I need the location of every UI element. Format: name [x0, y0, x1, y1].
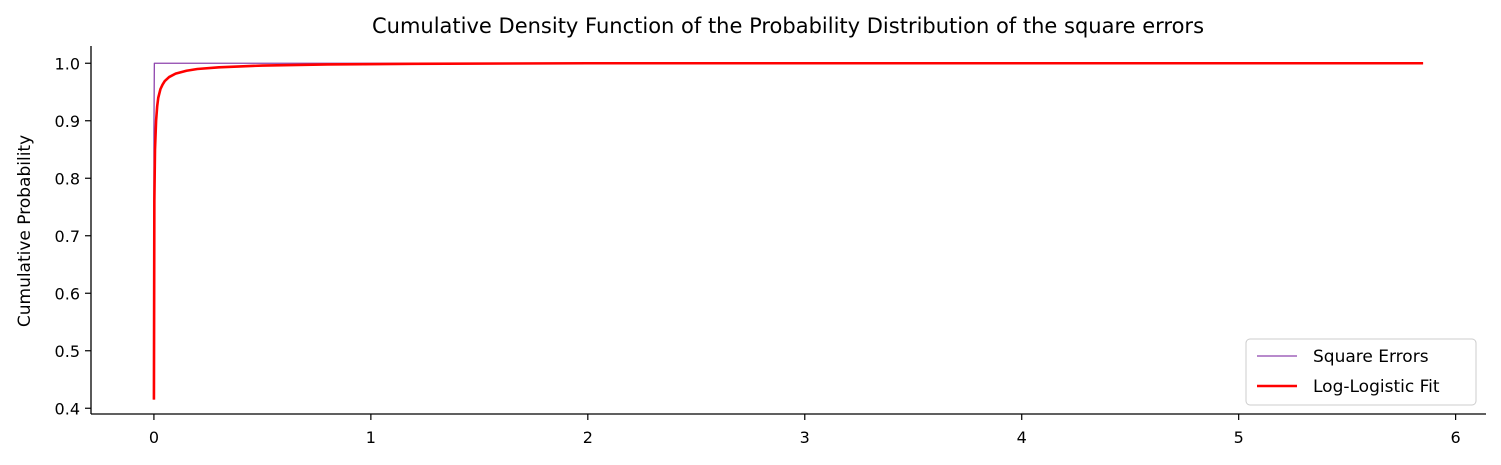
- y-tick-label: 0.7: [55, 227, 80, 246]
- y-axis-label: Cumulative Probability: [15, 135, 35, 327]
- y-tick-label: 0.8: [55, 169, 80, 188]
- series-layer: [152, 61, 1424, 400]
- axis-ticks: 0 1 2 3 4 5 6 0.4 0.5 0.6 0.7 0.8 0.9 1.0: [55, 54, 1461, 447]
- x-tick-label: 2: [583, 428, 593, 447]
- x-tick-label: 4: [1017, 428, 1027, 447]
- series-line-log-logistic-fit: [152, 61, 1424, 400]
- y-tick-label: 0.6: [55, 284, 80, 303]
- legend-label-log-logistic-fit: Log-Logistic Fit: [1313, 377, 1440, 397]
- y-tick-label: 1.0: [55, 54, 80, 73]
- legend-label-square-errors: Square Errors: [1313, 347, 1429, 367]
- legend-box: [1245, 338, 1477, 406]
- chart-title: Cumulative Density Function of the Proba…: [372, 14, 1204, 38]
- x-tick-label: 5: [1234, 428, 1244, 447]
- series-line-square-errors: [153, 62, 1424, 400]
- x-tick-label: 6: [1451, 428, 1461, 447]
- x-tick-label: 0: [149, 428, 159, 447]
- legend: Square Errors Log-Logistic Fit: [1245, 338, 1477, 406]
- y-tick-label: 0.4: [55, 399, 80, 418]
- y-tick-label: 0.5: [55, 342, 80, 361]
- x-tick-label: 3: [800, 428, 810, 447]
- x-tick-label: 1: [366, 428, 376, 447]
- y-tick-label: 0.9: [55, 112, 80, 131]
